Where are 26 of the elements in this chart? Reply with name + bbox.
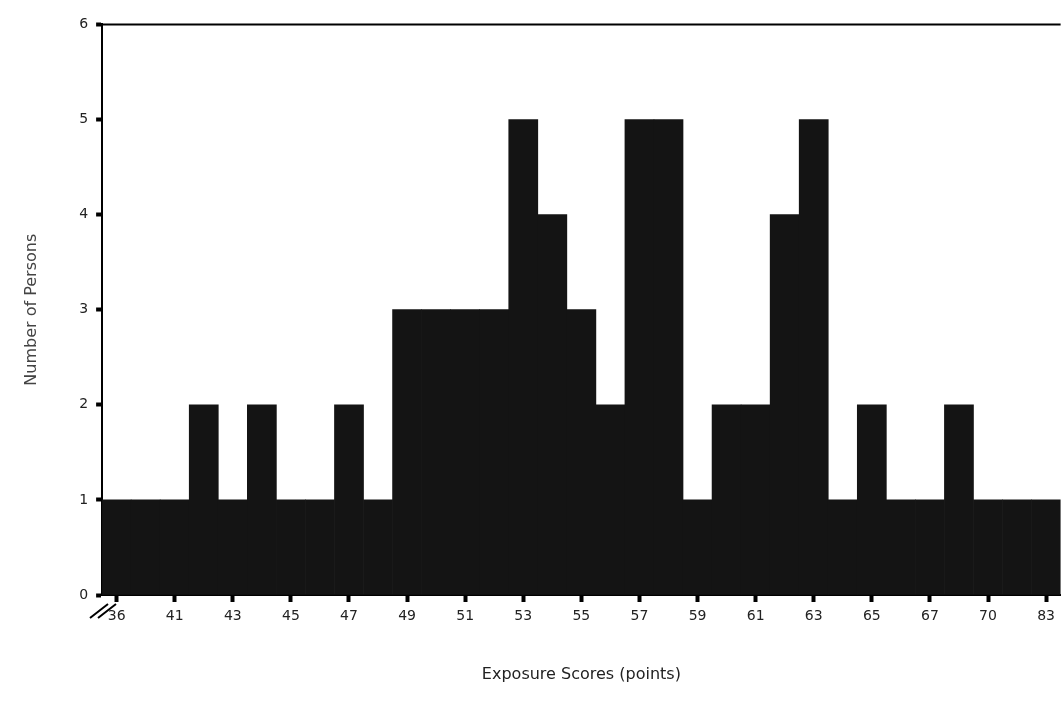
x-tick-label: 45 bbox=[281, 607, 300, 624]
x-tick-label: 59 bbox=[688, 607, 707, 624]
y-tick-label: 0 bbox=[79, 585, 89, 602]
x-tick-label: 63 bbox=[804, 607, 823, 624]
x-tick-label: 36 bbox=[107, 607, 126, 624]
x-tick-label: 65 bbox=[862, 607, 881, 624]
x-tick-label: 49 bbox=[398, 607, 416, 624]
y-tick-label: 3 bbox=[79, 300, 89, 317]
y-axis-title: Number of Persons bbox=[20, 233, 40, 386]
x-axis-title: Exposure Scores (points) bbox=[481, 663, 681, 683]
y-tick-label: 4 bbox=[79, 205, 89, 222]
x-tick-label: 55 bbox=[572, 607, 591, 624]
y-tick-label: 5 bbox=[79, 110, 89, 127]
x-tick-label: 47 bbox=[340, 607, 358, 624]
x-tick-label: 57 bbox=[630, 607, 649, 624]
x-tick-label: 41 bbox=[165, 607, 184, 624]
x-tick-label: 67 bbox=[921, 607, 939, 624]
x-tick-label: 53 bbox=[514, 607, 533, 624]
x-tick-label: 43 bbox=[223, 607, 242, 624]
y-tick-label: 6 bbox=[79, 15, 89, 32]
y-tick-label: 1 bbox=[79, 490, 89, 507]
y-tick-label: 2 bbox=[79, 395, 89, 412]
x-tick-label: 70 bbox=[979, 607, 997, 624]
x-tick-label: 51 bbox=[456, 607, 475, 624]
x-tick-label: 61 bbox=[746, 607, 765, 624]
x-tick-label: 83 bbox=[1037, 607, 1056, 624]
